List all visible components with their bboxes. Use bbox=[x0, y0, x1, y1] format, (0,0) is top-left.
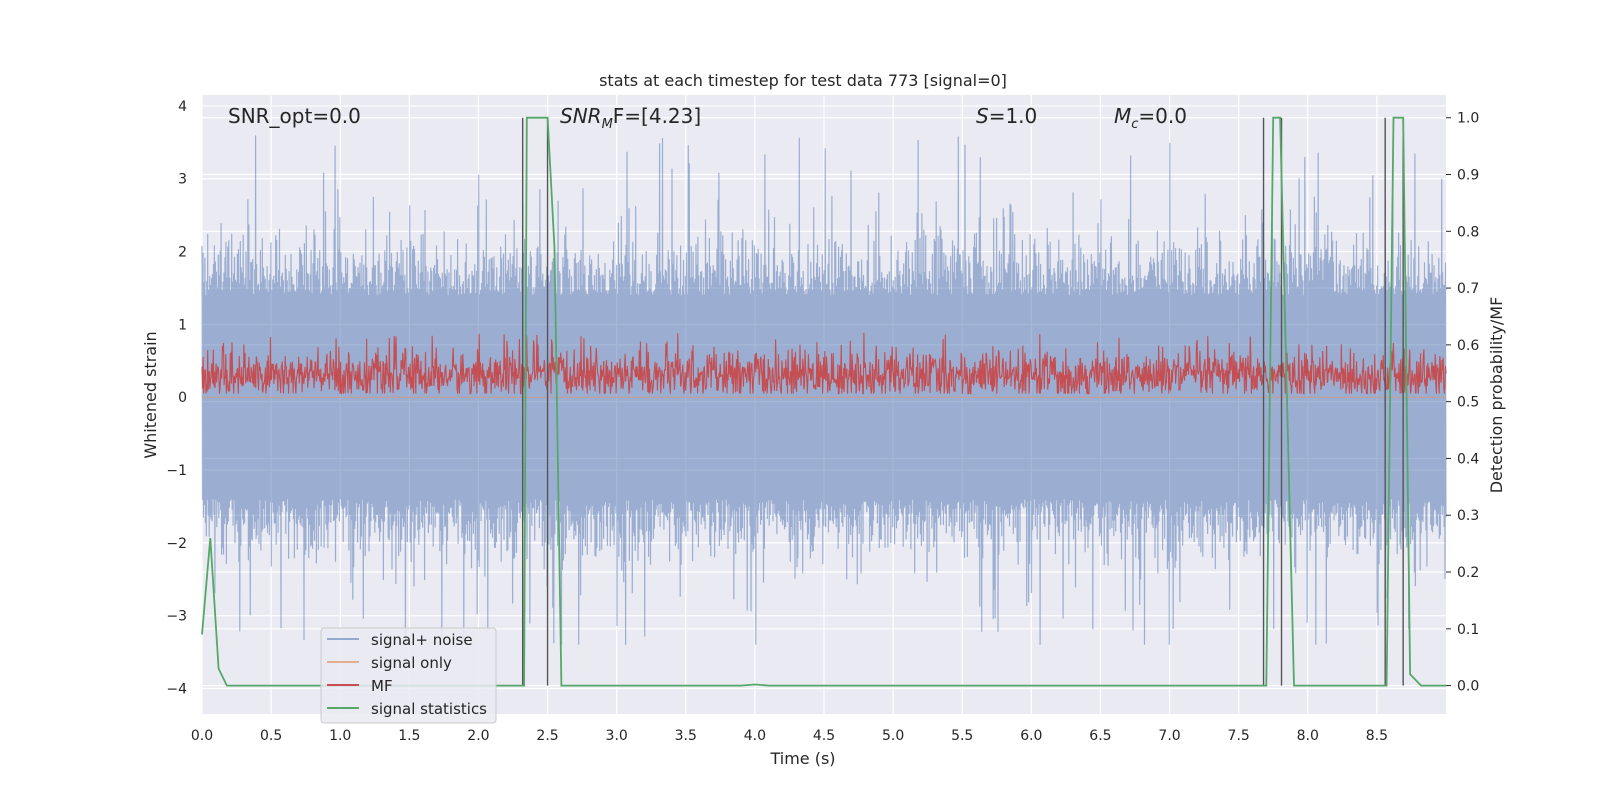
annotation-s-var: S bbox=[976, 104, 989, 128]
x-tick-label: 4.5 bbox=[813, 728, 835, 744]
annotation-s: S=1.0 bbox=[976, 104, 1037, 128]
legend-box bbox=[320, 627, 497, 724]
y-tick-label: 0 bbox=[178, 390, 187, 406]
x-tick-label: 6.0 bbox=[1020, 728, 1042, 744]
annotation-mc-value: =0.0 bbox=[1138, 104, 1187, 128]
x-tick-label: 8.0 bbox=[1297, 728, 1319, 744]
y-right-tick-label: 0.7 bbox=[1457, 281, 1479, 297]
legend: signal+ noise signal only MF signal stat… bbox=[320, 627, 497, 724]
y-right-tick-label: 0.2 bbox=[1457, 565, 1479, 581]
x-tick-label: 3.5 bbox=[675, 728, 697, 744]
x-axis-label: Time (s) bbox=[769, 749, 835, 768]
y-tick-label: 3 bbox=[178, 172, 187, 188]
y-tick-label: −4 bbox=[166, 682, 187, 698]
annotation-snr-mf-suffix: F=[4.23] bbox=[613, 104, 701, 128]
x-tick-label: 7.0 bbox=[1158, 728, 1180, 744]
x-tick-label: 2.5 bbox=[536, 728, 558, 744]
x-tick-label: 1.5 bbox=[398, 728, 420, 744]
x-tick-label: 3.0 bbox=[606, 728, 628, 744]
annotation-snr-mf-prefix: SNR bbox=[560, 104, 602, 128]
y-axis-ticks: 4 3 2 1 0 −1 −2 −3 −4 bbox=[166, 99, 187, 698]
x-tick-label: 5.5 bbox=[951, 728, 973, 744]
y-tick-label: 2 bbox=[178, 245, 187, 261]
y-right-tick-label: 0.4 bbox=[1457, 451, 1479, 467]
y-right-tick-label: 0.9 bbox=[1457, 168, 1479, 184]
legend-label-signal-noise: signal+ noise bbox=[371, 631, 473, 649]
y-right-tick-label: 0.5 bbox=[1457, 395, 1479, 411]
x-tick-label: 0.5 bbox=[260, 728, 282, 744]
legend-label-signal-only: signal only bbox=[371, 654, 452, 672]
x-tick-label: 1.0 bbox=[329, 728, 351, 744]
x-axis-ticks: 0.0 0.5 1.0 1.5 2.0 2.5 3.0 3.5 4.0 4.5 5.0 5.5 6.0 6… bbox=[191, 728, 1388, 744]
x-tick-label: 6.5 bbox=[1089, 728, 1111, 744]
y-axis-right-ticks: 1.0 0.9 0.8 0.7 0.6 0.5 0.4 0.3 0.2 0.1 0.0 bbox=[1446, 111, 1479, 695]
series-mf bbox=[201, 332, 1447, 395]
x-tick-label: 7.5 bbox=[1228, 728, 1250, 744]
x-tick-label: 4.0 bbox=[744, 728, 766, 744]
chart-title: stats at each timestep for test data 773… bbox=[599, 71, 1007, 90]
annotation-mc-var: M bbox=[1114, 104, 1131, 128]
y-tick-label: 1 bbox=[178, 317, 187, 333]
y-right-tick-label: 0.6 bbox=[1457, 338, 1479, 354]
y-tick-label: −2 bbox=[166, 536, 187, 552]
y-right-tick-label: 1.0 bbox=[1457, 111, 1479, 127]
x-tick-label: 0.0 bbox=[191, 728, 213, 744]
y-axis-label: Whitened strain bbox=[141, 331, 160, 458]
y-right-tick-label: 0.3 bbox=[1457, 508, 1479, 524]
annotation-snr-mf-sub: M bbox=[602, 117, 613, 132]
annotation-mc: Mc=0.0 bbox=[1114, 104, 1187, 132]
legend-label-mf: MF bbox=[371, 677, 393, 695]
y-tick-label: −3 bbox=[166, 609, 187, 625]
y-tick-label: 4 bbox=[178, 99, 187, 115]
annotation-snr-mf: SNRMF=[4.23] bbox=[560, 104, 701, 132]
y-right-tick-label: 0.8 bbox=[1457, 224, 1479, 240]
y-tick-label: −1 bbox=[166, 463, 187, 479]
y-right-tick-label: 0.0 bbox=[1457, 679, 1479, 695]
legend-label-signal-statistics: signal statistics bbox=[371, 700, 487, 718]
noise-trace bbox=[201, 135, 1447, 645]
y-right-tick-label: 0.1 bbox=[1457, 622, 1479, 638]
x-tick-label: 5.0 bbox=[882, 728, 904, 744]
detection-markers bbox=[521, 117, 1404, 686]
y-axis-right-label: Detection probability/MF bbox=[1487, 297, 1506, 494]
annotation-s-value: =1.0 bbox=[989, 104, 1038, 128]
annotation-mc-sub: c bbox=[1131, 117, 1138, 132]
series-signal-statistics bbox=[201, 116, 1446, 687]
mf-trace bbox=[201, 332, 1447, 395]
annotation-snr-opt: SNR_opt=0.0 bbox=[228, 104, 361, 128]
x-tick-label: 8.5 bbox=[1366, 728, 1388, 744]
x-tick-label: 2.0 bbox=[467, 728, 489, 744]
signal-statistics-line bbox=[201, 116, 1446, 687]
series-signal-noise bbox=[201, 135, 1447, 645]
